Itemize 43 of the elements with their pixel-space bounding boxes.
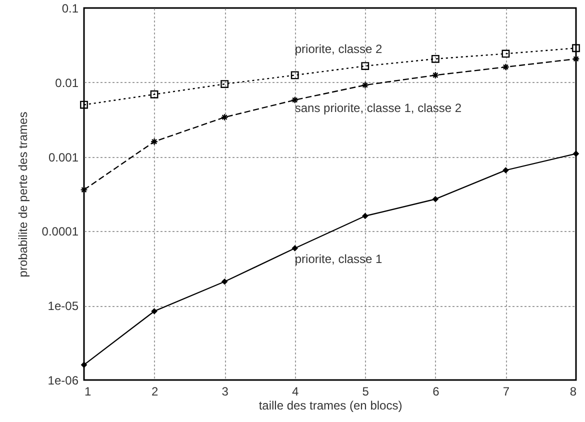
series-label: priorite, classe 1 [294, 252, 383, 266]
x-axis-title: taille des trames (en blocs) [258, 398, 402, 412]
point [150, 90, 158, 98]
y-tick-label: 0.01 [55, 76, 79, 90]
y-tick-label: 0.1 [62, 2, 79, 16]
x-tick-label: 4 [292, 384, 300, 398]
point [361, 81, 369, 89]
point [502, 50, 510, 58]
point [502, 167, 509, 174]
series-label: sans priorite, classe 1, classe 2 [294, 101, 462, 115]
y-axis-title: probabilite de perte des trames [16, 112, 30, 278]
x-tick-label: 6 [432, 384, 440, 398]
series-label: priorite, classe 2 [294, 42, 383, 56]
point [502, 63, 510, 71]
point [291, 96, 299, 104]
point [290, 71, 299, 80]
point [432, 71, 440, 79]
point [572, 44, 580, 52]
point [292, 245, 298, 252]
x-tick-label: 5 [362, 384, 370, 398]
point [362, 212, 368, 220]
y-tick-label: 0.001 [48, 150, 79, 164]
point [220, 80, 229, 88]
point [572, 55, 580, 63]
point [432, 196, 439, 202]
point [80, 362, 88, 368]
point [150, 138, 158, 146]
y-tick-label: 1e-06 [48, 374, 79, 388]
point [151, 308, 158, 314]
y-tick-label: 1e-05 [48, 299, 79, 314]
x-tick-label: 7 [502, 384, 510, 398]
point [361, 62, 370, 70]
point [572, 150, 580, 157]
x-tick-label: 1 [84, 384, 92, 398]
point [431, 54, 440, 63]
point [220, 113, 228, 122]
x-tick-label: 8 [570, 384, 577, 398]
point [80, 100, 88, 109]
x-tick-label: 3 [222, 384, 229, 398]
y-tick-label: 0.0001 [42, 224, 79, 239]
point [80, 186, 88, 194]
x-tick-label: 2 [151, 384, 158, 398]
point [221, 278, 228, 285]
